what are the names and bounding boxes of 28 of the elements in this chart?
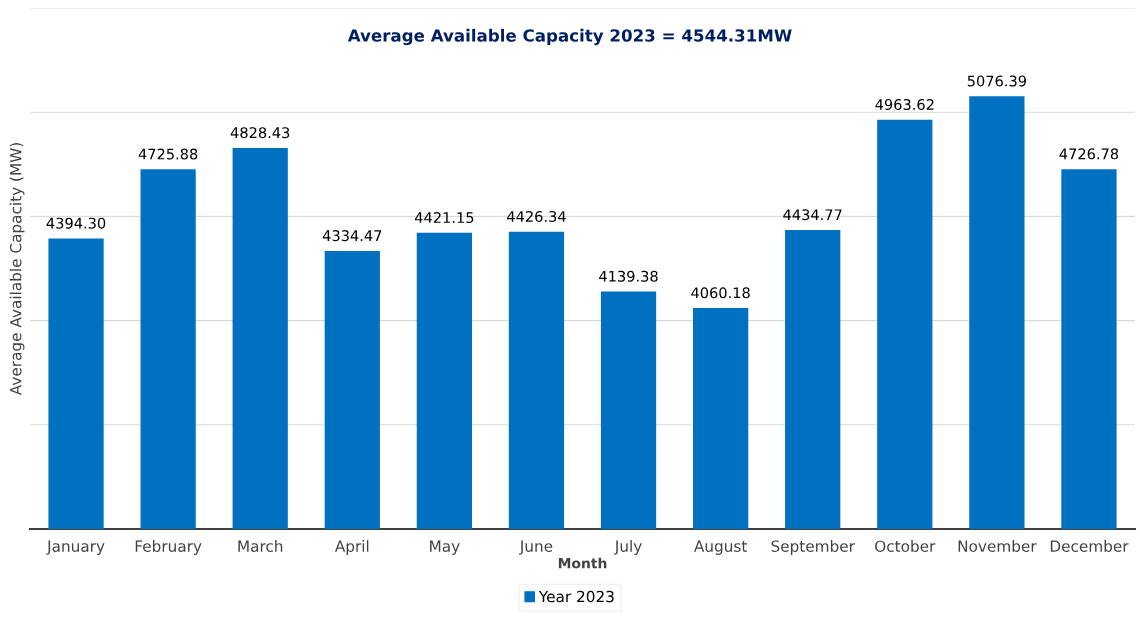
data-label: 4334.47 [322,230,382,242]
x-tick-label: January [46,540,105,555]
x-axis-title: Month [558,557,607,569]
x-tick-label: November [958,540,1037,552]
x-tick-label: April [334,540,369,555]
data-label: 4060.18 [691,287,750,299]
x-tick-label: December [1050,540,1129,552]
x-tick-label: September [771,540,855,555]
data-label: 4963.62 [875,98,934,111]
x-tick-label: June [519,540,553,555]
data-label: 4726.78 [1059,148,1119,160]
legend-label: Year 2023 [538,590,614,603]
x-tick-label: October [875,540,936,552]
data-label: 4421.15 [414,212,474,224]
x-tick-label: March [238,540,283,552]
data-label: 4434.77 [783,209,842,221]
x-tick-label: July [614,540,642,555]
text: Average Available Capacity 2023 = 4544.31MW [347,28,792,46]
x-tick-label: August [694,540,747,555]
data-label: 4426.34 [507,210,566,222]
data-label: 4394.30 [46,217,106,229]
data-label: 4725.88 [138,148,198,160]
x-tick-label: February [135,540,202,555]
x-tick-label: May [430,540,460,555]
y-axis-title: Average Available Capacity (MW) [9,143,25,396]
data-label: 4828.43 [230,127,290,139]
data-label: 4139.38 [599,270,658,282]
data-label: 5076.39 [967,75,1026,87]
